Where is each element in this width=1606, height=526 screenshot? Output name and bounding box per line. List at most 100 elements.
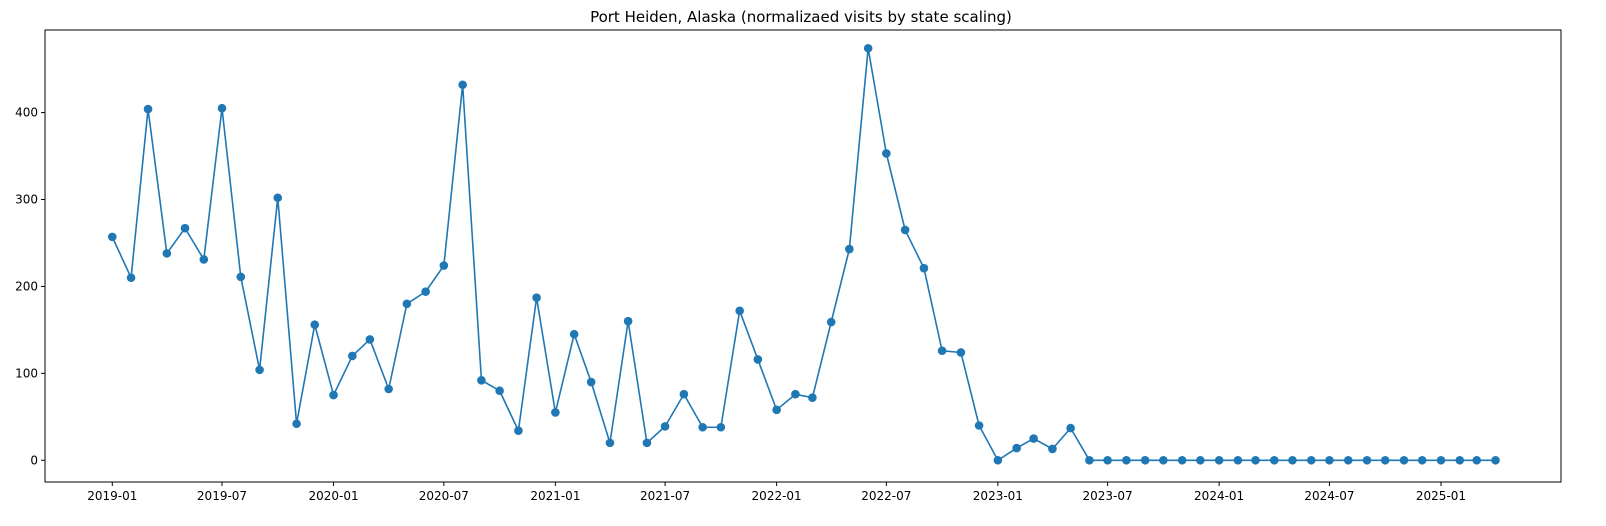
data-point: [1251, 455, 1260, 465]
data-point: [1399, 455, 1409, 465]
data-point: [180, 223, 190, 233]
data-point: [1472, 455, 1482, 465]
data-point: [1436, 455, 1446, 465]
data-point: [919, 263, 929, 273]
data-point: [772, 405, 781, 415]
x-tick-label: 2022-01: [752, 489, 802, 503]
data-point: [845, 244, 854, 254]
data-point: [255, 365, 264, 375]
data-point: [826, 317, 836, 327]
data-point: [1029, 434, 1038, 443]
data-point: [439, 261, 449, 270]
data-point: [402, 299, 412, 309]
data-point: [348, 351, 357, 361]
y-tick-label: 100: [15, 366, 38, 380]
data-point: [642, 438, 652, 448]
data-point: [900, 225, 910, 235]
series-markers: [107, 43, 1500, 465]
data-point: [1214, 455, 1224, 465]
data-point: [1085, 455, 1094, 465]
data-point: [1140, 455, 1150, 465]
data-point: [365, 335, 375, 344]
data-point: [551, 408, 560, 417]
y-tick-label: 400: [15, 106, 38, 120]
data-point: [143, 104, 153, 114]
data-point: [1455, 455, 1465, 465]
data-point: [974, 421, 984, 430]
y-tick-label: 0: [30, 453, 38, 467]
data-point: [1491, 455, 1500, 465]
y-axis: 0 100 200 300 400: [15, 106, 45, 467]
data-point: [1066, 423, 1075, 433]
data-point: [753, 355, 763, 364]
data-point: [1012, 443, 1021, 453]
data-point: [791, 389, 800, 399]
data-point: [808, 393, 817, 402]
data-point: [217, 103, 227, 113]
data-point: [162, 249, 172, 258]
data-point: [1269, 455, 1279, 465]
data-point: [1159, 455, 1168, 465]
y-tick-label: 200: [15, 279, 38, 293]
x-tick-label: 2024-07: [1304, 489, 1354, 503]
data-point: [623, 316, 633, 326]
data-point: [495, 386, 504, 396]
data-point: [937, 346, 947, 356]
data-point: [329, 390, 338, 400]
data-point: [1380, 455, 1390, 465]
data-point: [1417, 455, 1427, 465]
data-point: [532, 293, 541, 303]
data-point: [679, 389, 689, 399]
x-tick-label: 2019-01: [87, 489, 137, 503]
chart-title: Port Heiden, Alaska (normalizaed visits …: [590, 8, 1012, 26]
data-point: [1306, 455, 1316, 465]
data-point: [1325, 455, 1334, 465]
data-point: [735, 306, 744, 316]
data-point: [477, 376, 486, 385]
x-tick-label: 2021-07: [640, 489, 690, 503]
data-point: [956, 348, 966, 357]
x-tick-label: 2025-01: [1416, 489, 1466, 503]
x-tick-label: 2023-07: [1083, 489, 1133, 503]
data-point: [199, 255, 209, 264]
data-point: [569, 329, 579, 339]
x-tick-label: 2019-07: [197, 489, 247, 503]
data-point: [1362, 455, 1372, 465]
x-tick-label: 2022-07: [861, 489, 911, 503]
data-point: [1048, 444, 1057, 454]
x-tick-label: 2020-07: [419, 489, 469, 503]
data-point: [1122, 455, 1131, 465]
data-point: [421, 287, 430, 296]
data-point: [1343, 455, 1353, 465]
data-point: [384, 384, 393, 394]
data-point: [586, 377, 596, 387]
data-point: [698, 422, 707, 432]
data-point: [1196, 455, 1205, 465]
series-line: [111, 48, 1496, 462]
data-point: [458, 80, 467, 90]
data-point: [273, 193, 283, 203]
data-point: [716, 422, 726, 432]
data-point: [660, 422, 670, 431]
data-point: [1177, 455, 1187, 465]
data-point: [1288, 455, 1297, 465]
data-point: [236, 272, 246, 282]
data-point: [1233, 455, 1243, 465]
data-point: [514, 426, 523, 436]
data-point: [310, 320, 320, 329]
x-tick-label: 2024-01: [1194, 489, 1244, 503]
x-tick-label: 2023-01: [973, 489, 1023, 503]
plot-frame: [44, 29, 1562, 483]
x-tick-label: 2021-01: [530, 489, 580, 503]
data-point: [107, 232, 117, 242]
x-tick-label: 2020-01: [308, 489, 358, 503]
data-point: [126, 273, 136, 283]
data-point: [292, 419, 301, 429]
y-tick-label: 300: [15, 193, 38, 207]
data-point: [993, 455, 1003, 465]
x-axis: 2019-01 2019-07 2020-01 2020-07 2021-01 2021-…: [87, 482, 1466, 503]
data-point: [882, 149, 891, 158]
data-point: [1103, 455, 1112, 465]
